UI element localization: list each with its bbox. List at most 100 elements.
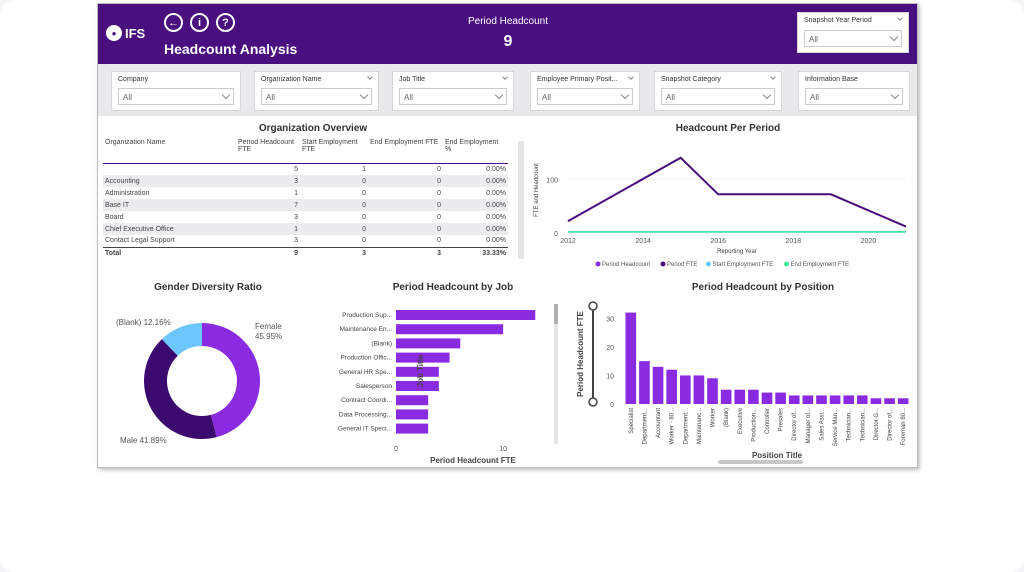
donut-slice xyxy=(202,323,260,438)
cell: 0 xyxy=(368,223,443,235)
bar xyxy=(396,395,429,406)
legend-label: Period FTE xyxy=(667,262,697,268)
job-chart-title: Period Headcount by Job xyxy=(392,282,514,293)
help-icon[interactable]: ? xyxy=(216,13,235,32)
slicer-dropdown[interactable]: All xyxy=(118,88,234,105)
bar xyxy=(396,366,439,377)
chevron-down-icon xyxy=(628,74,634,80)
slicer-value: All xyxy=(810,93,819,102)
column-header[interactable]: End Employment % xyxy=(443,138,508,164)
cell: Chief Executive Office xyxy=(103,223,236,235)
slicer-label: Information Base xyxy=(805,76,858,83)
cell: 0 xyxy=(368,199,443,211)
headcount-by-position-chart: 30 20 10 0 Period Headcount FTE Specialist Dep… xyxy=(576,301,909,464)
table-scrollbar[interactable] xyxy=(518,141,524,259)
chevron-down-icon xyxy=(897,15,903,21)
x-tick-label: Worker xyxy=(711,408,717,427)
bar xyxy=(639,361,650,404)
snapshot-year-slicer[interactable]: Snapshot Year Period All xyxy=(797,12,909,53)
x-tick-label: 2018 xyxy=(786,238,802,245)
bar xyxy=(788,395,800,404)
slicer-label: Company xyxy=(118,76,148,83)
employee-position-slicer[interactable]: Employee Primary Posit... All xyxy=(530,71,640,111)
report-header: ● IFS ← i ? Headcount Analysis Period He… xyxy=(98,4,917,64)
report-canvas: ● IFS ← i ? Headcount Analysis Period He… xyxy=(97,3,918,468)
bar xyxy=(870,398,882,404)
table-row[interactable]: Contact Legal Support 3 0 0 0.00% xyxy=(103,235,508,247)
x-tick-label: Director of... xyxy=(792,408,798,441)
bar xyxy=(693,375,705,404)
line-chart-title: Headcount Per Period xyxy=(675,123,781,134)
job-title-slicer[interactable]: Job Title All xyxy=(392,71,514,111)
slicer-label: Job Title xyxy=(399,76,426,83)
column-header[interactable]: Organization Name xyxy=(103,138,236,164)
x-tick-label: Presales xyxy=(779,408,785,431)
cell: 0.00% xyxy=(486,213,506,221)
x-tick-label: Sales Assi... xyxy=(819,408,825,441)
column-header[interactable]: End Employment FTE xyxy=(368,138,443,164)
table-row[interactable]: Administration 1 0 0 0.00% xyxy=(103,187,508,199)
series-line xyxy=(567,156,907,228)
slice-label-male: Male 41.89% xyxy=(120,436,167,445)
slicer-label: Employee Primary Posit... xyxy=(537,76,618,83)
y-tick-label: 100 xyxy=(546,177,558,184)
chevron-down-icon xyxy=(890,90,900,100)
cell: 0 xyxy=(300,199,368,211)
slicer-dropdown[interactable]: All xyxy=(661,88,775,105)
slicer-dropdown[interactable]: All xyxy=(805,88,903,105)
chevron-down-icon xyxy=(762,90,772,100)
slicer-dropdown[interactable]: All xyxy=(261,88,372,105)
information-base-slicer[interactable]: Information Base All xyxy=(798,71,910,111)
x-tick-label: Production... xyxy=(751,408,757,442)
x-tick-label: Specialist xyxy=(629,408,635,434)
table-row[interactable]: Accounting 3 0 0 0.00% xyxy=(103,175,508,187)
cell: 0.00% xyxy=(443,175,508,187)
snapshot-category-slicer[interactable]: Snapshot Category All xyxy=(654,71,782,111)
cell: Administration xyxy=(105,189,150,197)
scrollbar-track xyxy=(554,304,558,444)
legend-label: Start Employment FTE xyxy=(713,262,774,268)
cell: 0 xyxy=(437,213,441,221)
column-header[interactable]: Period Headcount FTE xyxy=(236,138,300,164)
bar xyxy=(802,395,814,404)
bar xyxy=(396,324,504,335)
back-arrow-icon[interactable]: ← xyxy=(164,13,183,32)
headcount-per-period-chart: 0 100 2012 2014 2016 2018 2020 Reporting Year FT… xyxy=(534,156,907,268)
slicer-dropdown[interactable]: All xyxy=(399,88,507,105)
column-header[interactable]: Start Employment FTE xyxy=(300,138,368,164)
cell: 7 xyxy=(236,199,300,211)
cell: Base IT xyxy=(103,199,236,211)
slicer-value: All xyxy=(542,93,551,102)
legend-marker xyxy=(784,261,789,267)
y-tick-label: Salesperson xyxy=(356,383,393,390)
donut-slice xyxy=(144,339,217,439)
chevron-down-icon xyxy=(494,90,504,100)
info-icon[interactable]: i xyxy=(190,13,209,32)
cell: Board xyxy=(105,213,124,221)
x-tick-label: Service Man... xyxy=(833,408,839,447)
cell: 0.00% xyxy=(486,237,506,245)
cell: Accounting xyxy=(103,175,236,187)
slicer-dropdown[interactable]: All xyxy=(804,30,902,47)
x-tick-label: Manager of... xyxy=(806,408,812,444)
organization-slicer[interactable]: Organization Name All xyxy=(254,71,379,111)
cell: 1 xyxy=(236,223,300,235)
donut-title: Gender Diversity Ratio xyxy=(154,282,262,293)
y-axis-label: Period Headcount FTE xyxy=(576,310,585,396)
table-row[interactable]: Chief Executive Office 1 0 0 0.00% xyxy=(103,223,508,235)
cell: 0.00% xyxy=(486,189,506,197)
y-axis-label: Job Title xyxy=(416,354,425,387)
table-row[interactable]: Board 3 0 0 0.00% xyxy=(103,211,508,223)
table-row[interactable]: 5 1 0 0.00% xyxy=(103,163,508,175)
scrollbar-thumb xyxy=(554,304,558,324)
cell: 0 xyxy=(362,213,366,221)
bar xyxy=(843,395,855,404)
cell: Total xyxy=(103,246,236,259)
table-row[interactable]: Base IT 7 0 0 0.00% xyxy=(103,199,508,211)
x-axis-label: Reporting Year xyxy=(717,249,757,255)
slicer-value: All xyxy=(123,93,132,102)
bar xyxy=(761,392,773,404)
company-slicer[interactable]: Company All xyxy=(111,71,241,111)
slicer-dropdown[interactable]: All xyxy=(537,88,633,105)
